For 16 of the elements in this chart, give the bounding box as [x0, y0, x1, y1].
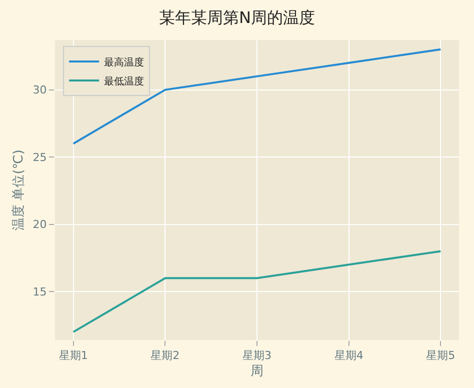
- chart-title: 某年某周第N周的温度: [159, 8, 315, 27]
- legend-label: 最高温度: [104, 56, 144, 68]
- x-tick-label: 星期4: [334, 349, 364, 362]
- y-tick-label: 20: [32, 218, 47, 232]
- x-tick-label: 星期3: [242, 349, 272, 362]
- line-series: [72, 250, 442, 333]
- y-axis-title: 温度 单位(℃): [10, 150, 27, 230]
- y-tick-label: 25: [32, 150, 47, 164]
- y-tick-label: 30: [32, 84, 47, 97]
- x-tick-label: 星期1: [58, 349, 88, 362]
- x-tick-label: 星期2: [150, 349, 180, 362]
- line-series: [72, 48, 442, 145]
- y-tick-label: 15: [32, 285, 47, 298]
- x-tick-label: 星期5: [426, 349, 456, 362]
- x-axis-title: 周: [250, 364, 264, 379]
- legend-label: 最低温度: [104, 75, 144, 88]
